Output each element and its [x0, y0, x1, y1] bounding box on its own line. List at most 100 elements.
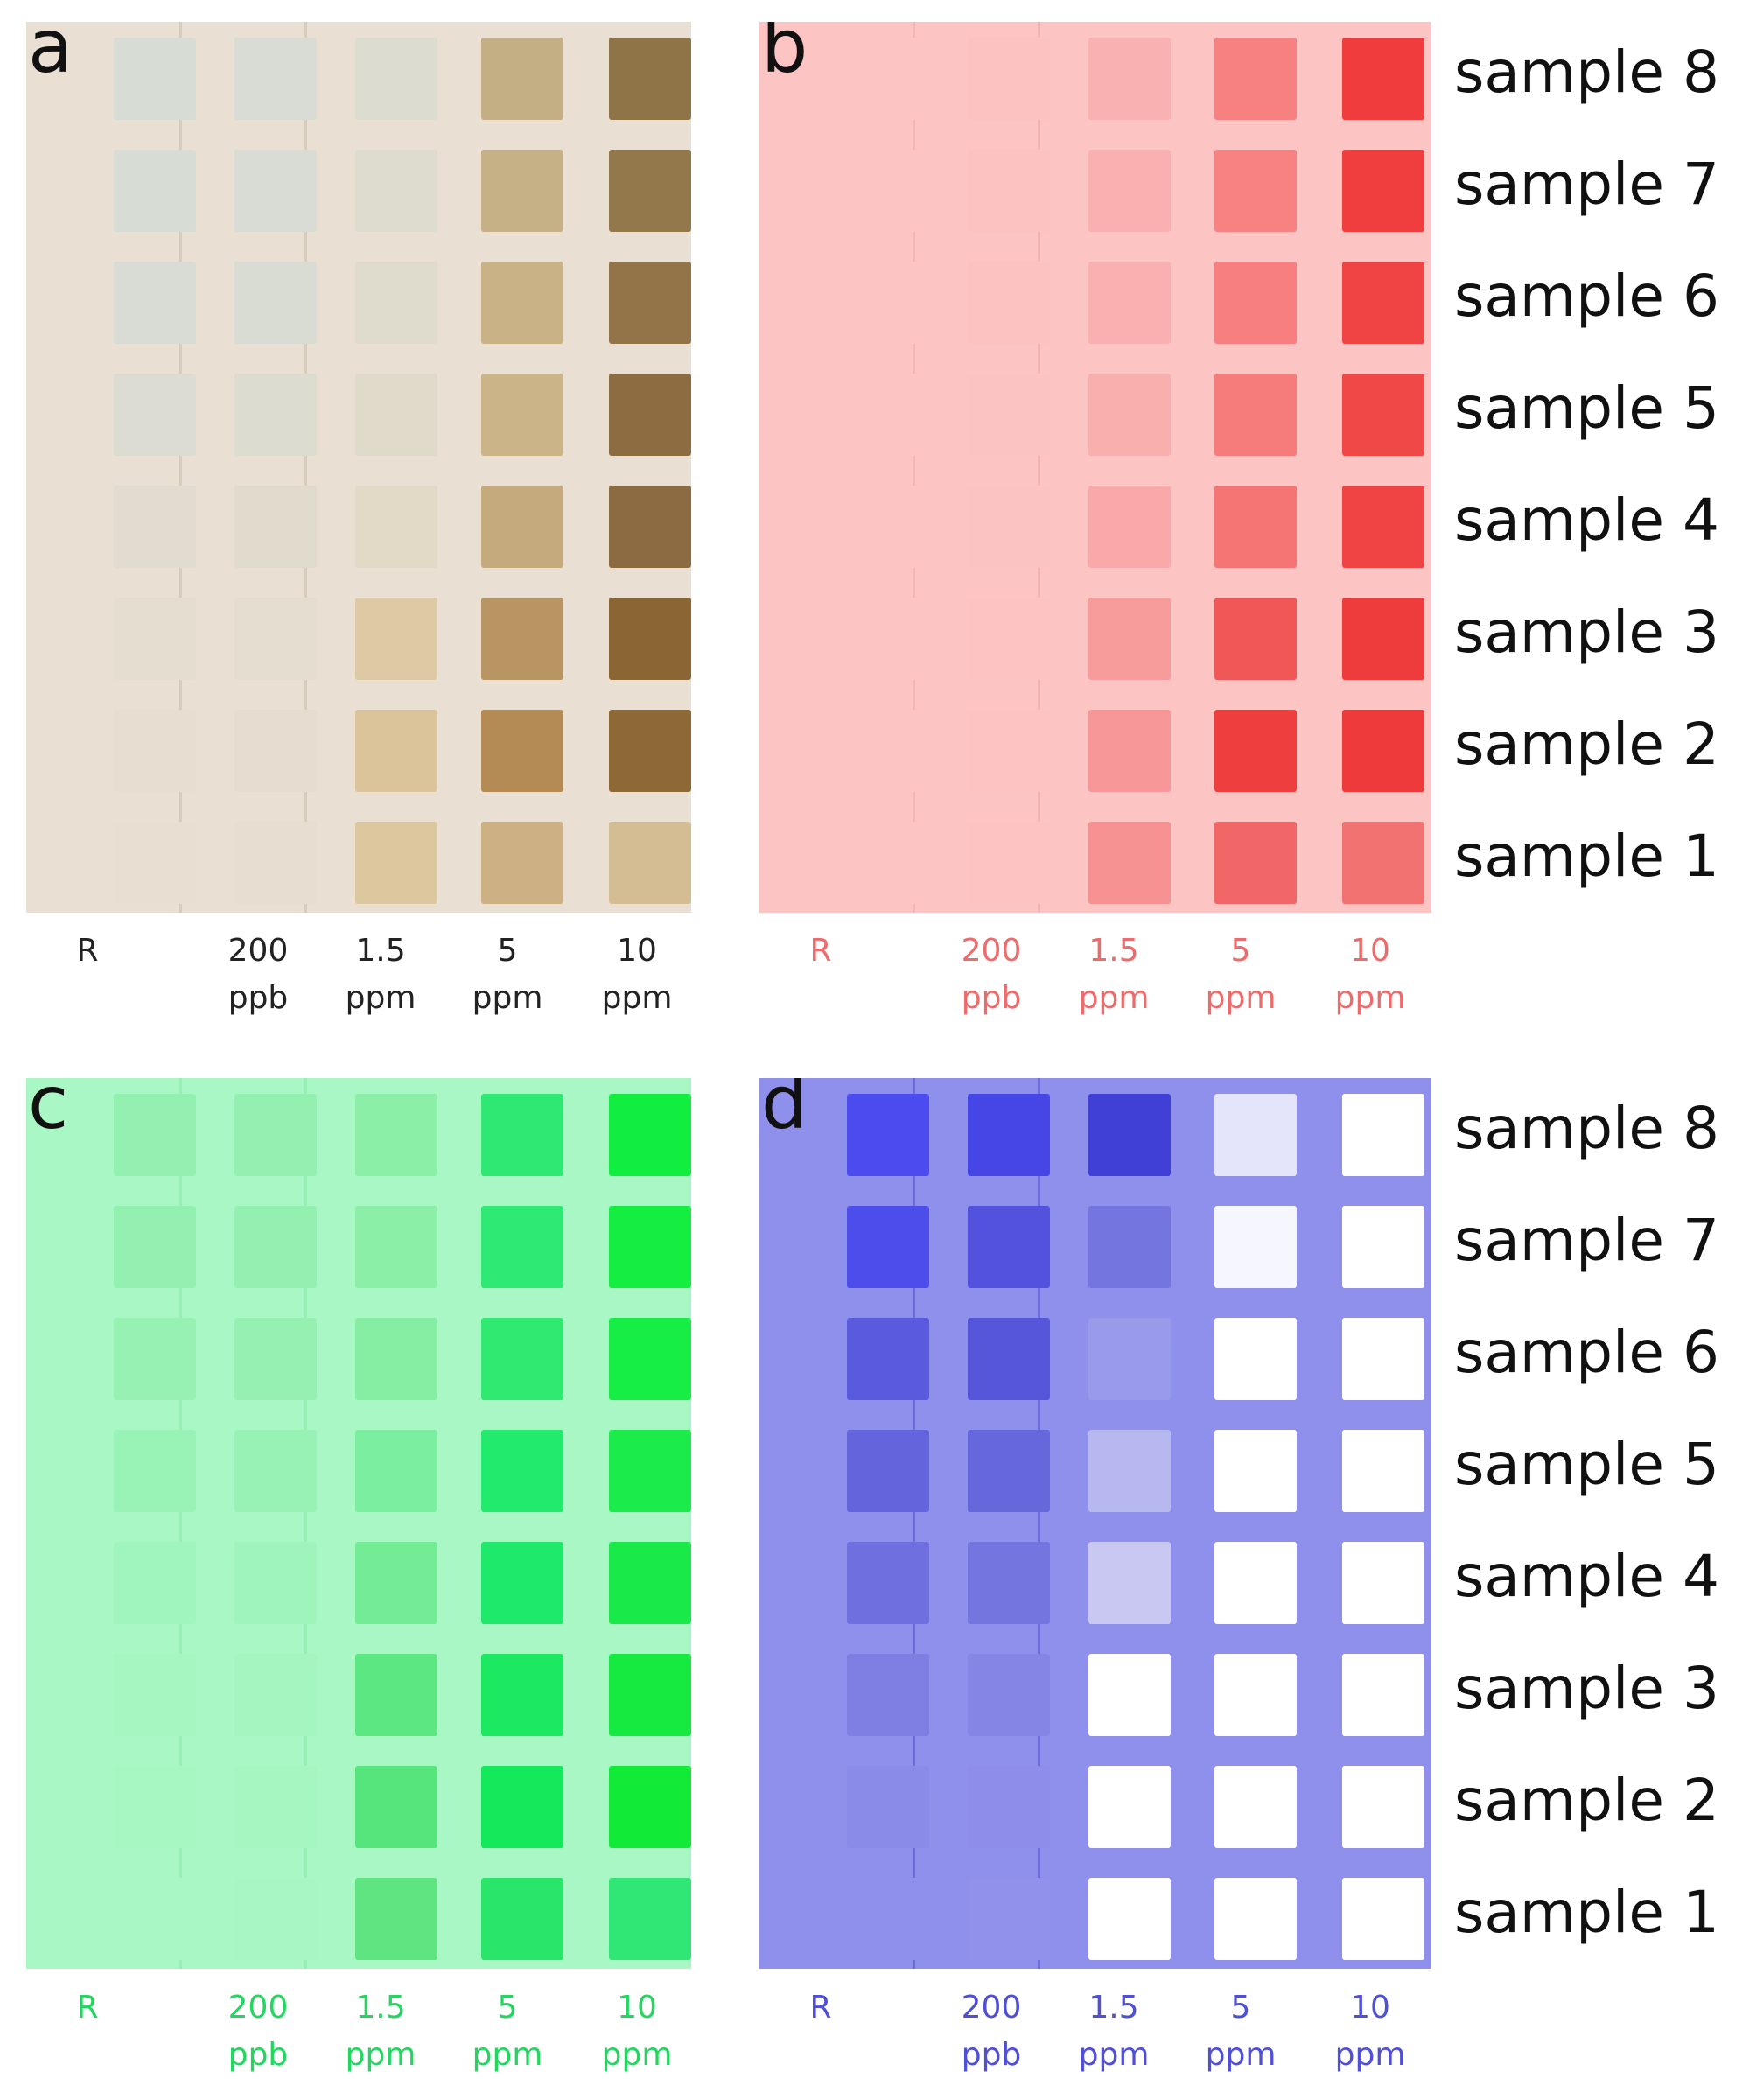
- test-patch: [968, 1878, 1050, 1960]
- panel-b: b: [759, 22, 1431, 913]
- test-patch: [1214, 1206, 1297, 1288]
- test-patch: [609, 1878, 691, 1960]
- test-patch: [1342, 150, 1424, 232]
- concentration-unit: ppb: [961, 980, 1022, 1016]
- test-patch: [1088, 710, 1171, 792]
- concentration-label: 10 ppm: [1318, 1984, 1423, 2079]
- test-patch: [1088, 1654, 1171, 1736]
- test-patch: [968, 822, 1050, 904]
- test-patch: [1214, 1878, 1297, 1960]
- concentration-value: 1.5: [1088, 933, 1139, 969]
- test-patch: [114, 1878, 196, 1960]
- test-patch: [847, 374, 929, 456]
- test-patch: [1342, 1430, 1424, 1512]
- test-patch: [847, 710, 929, 792]
- test-patch: [968, 1430, 1050, 1512]
- concentration-value: 200: [227, 933, 289, 969]
- concentration-value: 10: [617, 933, 657, 969]
- test-patch: [609, 1542, 691, 1624]
- concentration-label: R: [768, 1984, 873, 2032]
- test-patch: [1088, 1430, 1171, 1512]
- test-patch: [847, 1318, 929, 1400]
- concentration-label: 1.5 ppm: [1061, 1984, 1166, 2079]
- panel-a: a: [26, 22, 691, 913]
- test-patch: [1088, 38, 1171, 120]
- concentration-value: R: [76, 1990, 99, 2026]
- concentration-unit: ppm: [1205, 2037, 1277, 2073]
- sample-label: sample 1: [1454, 1879, 1719, 1946]
- concentration-unit: ppm: [1078, 2037, 1150, 2073]
- test-patch: [234, 262, 317, 344]
- test-patch: [234, 38, 317, 120]
- test-patch: [609, 486, 691, 568]
- concentration-value: 1.5: [355, 933, 406, 969]
- test-patch: [1088, 598, 1171, 680]
- test-patch: [481, 150, 563, 232]
- test-patch: [114, 822, 196, 904]
- test-patch: [355, 710, 437, 792]
- test-patch: [1088, 822, 1171, 904]
- sample-label: sample 3: [1454, 1655, 1719, 1722]
- concentration-value: R: [809, 1990, 832, 2026]
- test-patch: [968, 374, 1050, 456]
- test-patch: [847, 38, 929, 120]
- test-patch: [114, 1654, 196, 1736]
- test-patch: [1342, 1542, 1424, 1624]
- concentration-unit: ppm: [345, 2037, 416, 2073]
- test-patch: [609, 598, 691, 680]
- concentration-unit: ppm: [1078, 980, 1150, 1016]
- concentration-label: 5 ppm: [455, 928, 560, 1022]
- sample-label: sample 6: [1454, 1319, 1719, 1386]
- concentration-label: 10 ppm: [584, 1984, 689, 2079]
- test-patch: [1088, 486, 1171, 568]
- test-patch: [114, 1206, 196, 1288]
- sample-label: sample 7: [1454, 150, 1719, 218]
- concentration-unit: ppb: [227, 980, 289, 1016]
- test-patch: [481, 1318, 563, 1400]
- test-patch: [1088, 1206, 1171, 1288]
- sample-label: sample 8: [1454, 38, 1719, 106]
- test-patch: [481, 1430, 563, 1512]
- panel-c: c: [26, 1078, 691, 1969]
- test-patch: [847, 1094, 929, 1176]
- concentration-label: 1.5 ppm: [328, 928, 433, 1022]
- test-patch: [1088, 374, 1171, 456]
- test-patch: [481, 598, 563, 680]
- test-patch: [968, 486, 1050, 568]
- test-patch: [114, 150, 196, 232]
- concentration-unit: ppm: [1334, 980, 1406, 1016]
- test-patch: [234, 710, 317, 792]
- test-patch: [609, 262, 691, 344]
- concentration-label: 5 ppm: [1188, 928, 1293, 1022]
- test-patch: [481, 1654, 563, 1736]
- test-patch: [609, 1766, 691, 1848]
- concentration-unit: ppm: [472, 980, 543, 1016]
- concentration-label: 1.5 ppm: [1061, 928, 1166, 1022]
- test-patch: [234, 1318, 317, 1400]
- test-patch: [847, 822, 929, 904]
- test-patch: [968, 1654, 1050, 1736]
- concentration-label: R: [35, 1984, 140, 2032]
- test-patch: [355, 1766, 437, 1848]
- sample-label: sample 5: [1454, 1431, 1719, 1498]
- test-patch: [609, 1206, 691, 1288]
- concentration-label: 200 ppb: [939, 1984, 1044, 2079]
- test-patch: [234, 1430, 317, 1512]
- concentration-unit: ppm: [472, 2037, 543, 2073]
- test-patch: [481, 1878, 563, 1960]
- test-patch: [234, 1654, 317, 1736]
- concentration-label: 200 ppb: [939, 928, 1044, 1022]
- test-patch: [1214, 822, 1297, 904]
- test-patch: [609, 1318, 691, 1400]
- test-patch: [1088, 1318, 1171, 1400]
- test-patch: [1342, 262, 1424, 344]
- test-patch: [355, 150, 437, 232]
- test-patch: [1214, 1654, 1297, 1736]
- panel-letter: b: [761, 22, 808, 89]
- test-patch: [1088, 1766, 1171, 1848]
- test-patch: [114, 1430, 196, 1512]
- test-patch: [114, 710, 196, 792]
- test-patch: [1214, 598, 1297, 680]
- concentration-value: 10: [1350, 1990, 1390, 2026]
- test-patch: [1342, 710, 1424, 792]
